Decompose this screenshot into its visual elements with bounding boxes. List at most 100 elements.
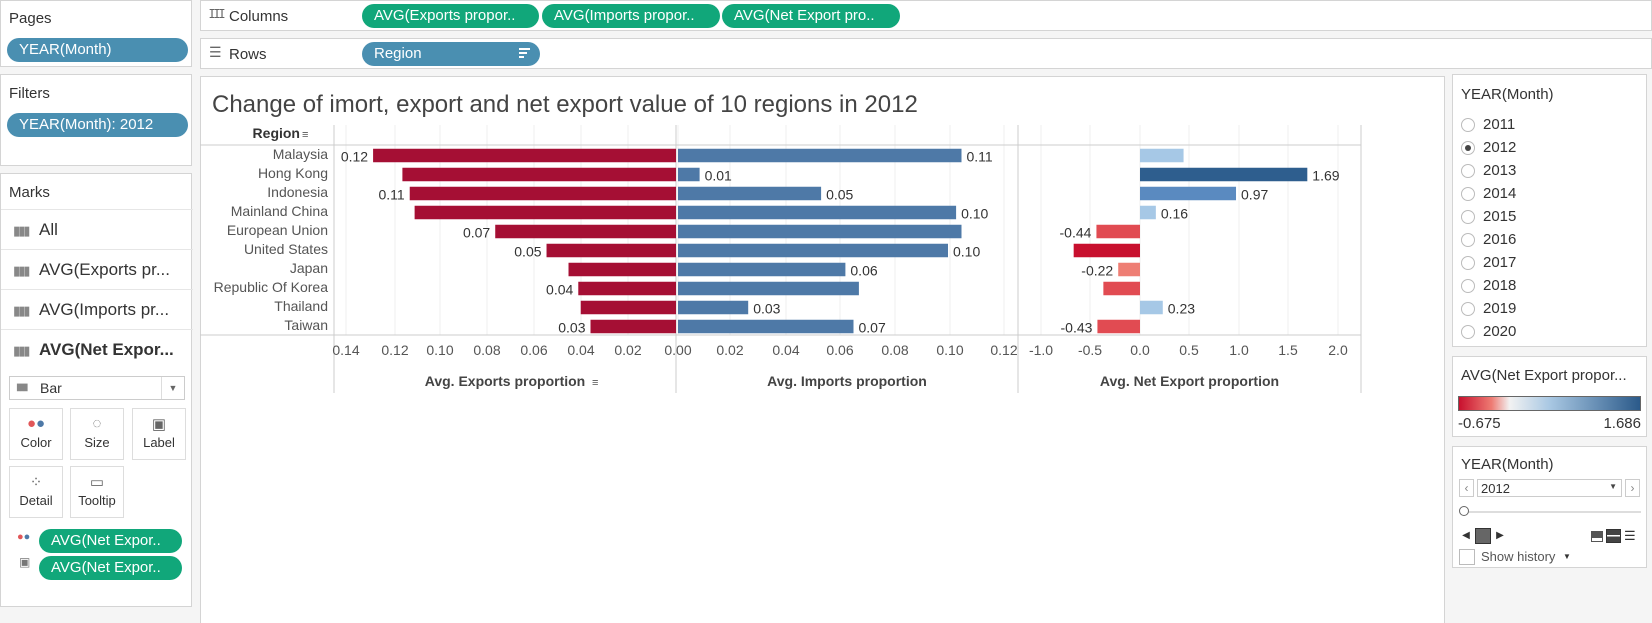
bar <box>1140 148 1184 163</box>
year-radio-2011[interactable] <box>1461 118 1475 132</box>
speed-fast-icon[interactable]: ☰ <box>1624 528 1636 543</box>
columns-icon: ⵊⵊⵊ <box>209 7 225 21</box>
tick-label: 2.0 <box>1328 342 1348 358</box>
marks-row-imports[interactable]: ▮▮▮ AVG(Imports pr... <box>1 289 193 329</box>
year-radio-2019[interactable] <box>1461 302 1475 316</box>
data-label: 0.05 <box>826 186 853 202</box>
marks-row-all[interactable]: ▮▮▮ All <box>1 209 193 249</box>
data-label: 0.11 <box>379 186 405 202</box>
columns-pill-net-export[interactable]: AVG(Net Export pro.. <box>722 4 900 28</box>
data-label: 0.16 <box>1161 205 1188 221</box>
caret-down-icon[interactable]: ▼ <box>1563 552 1571 561</box>
page-control-card: YEAR(Month) ‹ 2012 ▼ › ◀ ▶ ☰ Show histor… <box>1452 446 1647 568</box>
bar <box>1140 300 1163 315</box>
data-label: 0.97 <box>1241 186 1268 202</box>
page-prev-button[interactable]: ‹ <box>1459 479 1474 497</box>
detail-button[interactable]: ⁘ Detail <box>9 466 63 518</box>
year-radio-label: 2011 <box>1483 116 1516 133</box>
page-slider-track[interactable] <box>1463 511 1641 513</box>
label-button[interactable]: ▣ Label <box>132 408 186 460</box>
bar-mark-icon: ▮▮▮ <box>13 303 31 318</box>
tick-label: 0.06 <box>826 342 853 358</box>
data-label: 0.03 <box>753 300 780 316</box>
page-select[interactable]: 2012 ▼ <box>1477 479 1622 497</box>
row-header-label: Region <box>253 125 300 141</box>
color-field-pill[interactable]: AVG(Net Expor.. <box>39 529 182 553</box>
pages-header: Pages <box>9 10 52 27</box>
tick-label: 0.02 <box>716 342 743 358</box>
year-radio-2016[interactable] <box>1461 233 1475 247</box>
color-legend-max: 1.686 <box>1603 415 1641 432</box>
bar-mark-icon: ▮▮▮ <box>13 263 31 278</box>
year-radio-2018[interactable] <box>1461 279 1475 293</box>
year-filter-card: YEAR(Month) 2011 2012 2013 2014 2015 2016 2017… <box>1452 74 1647 347</box>
label-icon: ▣ <box>151 416 167 433</box>
marks-row-label: AVG(Net Expor... <box>39 340 174 359</box>
bar <box>580 300 676 315</box>
page-select-value: 2012 <box>1481 481 1510 496</box>
filters-header: Filters <box>9 85 50 102</box>
marks-row-exports[interactable]: ▮▮▮ AVG(Exports pr... <box>1 249 193 289</box>
page-next-button[interactable]: › <box>1625 479 1640 497</box>
columns-pill-exports[interactable]: AVG(Exports propor.. <box>362 4 539 28</box>
rows-pill-label: Region <box>374 45 422 62</box>
year-radio-2013[interactable] <box>1461 164 1475 178</box>
size-button[interactable]: ◌ Size <box>70 408 124 460</box>
columns-pill-imports[interactable]: AVG(Imports propor.. <box>542 4 720 28</box>
year-radio-label: 2015 <box>1483 208 1517 225</box>
bar <box>678 148 962 163</box>
label-field-pill[interactable]: AVG(Net Expor.. <box>39 556 182 580</box>
color-legend-header: AVG(Net Export propor... <box>1461 367 1627 384</box>
tick-label: 0.04 <box>772 342 799 358</box>
tick-label: 0.06 <box>520 342 547 358</box>
sort-icon: ≡ <box>592 377 598 389</box>
bar <box>495 224 676 239</box>
speed-slow-icon[interactable] <box>1591 531 1603 542</box>
tick-label: -1.0 <box>1029 342 1053 358</box>
bar <box>373 148 676 163</box>
bar <box>678 205 957 220</box>
year-radio-label: 2012 <box>1483 139 1517 156</box>
bar <box>409 186 676 201</box>
tick-label: 0.0 <box>1130 342 1150 358</box>
play-back-button[interactable]: ◀ <box>1462 530 1470 541</box>
pages-pill[interactable]: YEAR(Month) <box>7 38 188 62</box>
data-label: 0.03 <box>558 319 585 335</box>
data-label: 0.06 <box>850 262 877 278</box>
rows-pill-region[interactable]: Region <box>362 42 540 66</box>
marks-row-net-export[interactable]: ▮▮▮ AVG(Net Expor... <box>1 329 193 369</box>
stop-button[interactable] <box>1475 528 1491 544</box>
year-radio-2017[interactable] <box>1461 256 1475 270</box>
size-label: Size <box>84 435 110 450</box>
play-forward-button[interactable]: ▶ <box>1496 530 1504 541</box>
data-label: 0.10 <box>953 243 980 259</box>
chevron-down-icon: ▼ <box>161 377 184 399</box>
color-button[interactable]: ●● Color <box>9 408 63 460</box>
filter-pill[interactable]: YEAR(Month): 2012 <box>7 113 188 137</box>
page-slider-handle[interactable] <box>1459 506 1469 516</box>
mark-type-dropdown[interactable]: ▮▮▮ Bar ▼ <box>9 376 185 400</box>
data-label: 0.11 <box>967 148 993 164</box>
data-label: 1.69 <box>1312 167 1339 183</box>
bar <box>678 186 822 201</box>
region-label: Japan <box>290 260 328 276</box>
year-radio-2012[interactable] <box>1461 141 1475 155</box>
year-radio-2015[interactable] <box>1461 210 1475 224</box>
bar <box>678 224 962 239</box>
region-label: Malaysia <box>273 146 328 162</box>
tick-label: 0.02 <box>614 342 641 358</box>
show-history-checkbox[interactable] <box>1459 549 1475 565</box>
bar-mark-icon: ▮▮▮ <box>16 382 28 393</box>
marks-row-label: AVG(Exports pr... <box>39 260 171 279</box>
year-radio-label: 2016 <box>1483 231 1517 248</box>
view-area: Change of imort, export and net export v… <box>200 76 1445 623</box>
tooltip-button[interactable]: ▭ Tooltip <box>70 466 124 518</box>
tick-label: 1.0 <box>1229 342 1249 358</box>
year-radio-2014[interactable] <box>1461 187 1475 201</box>
year-radio-2020[interactable] <box>1461 325 1475 339</box>
data-label: -0.44 <box>1060 224 1092 240</box>
data-label: 0.04 <box>546 281 573 297</box>
bar <box>568 262 676 277</box>
speed-medium-icon[interactable] <box>1606 529 1621 543</box>
label-label: Label <box>143 435 175 450</box>
